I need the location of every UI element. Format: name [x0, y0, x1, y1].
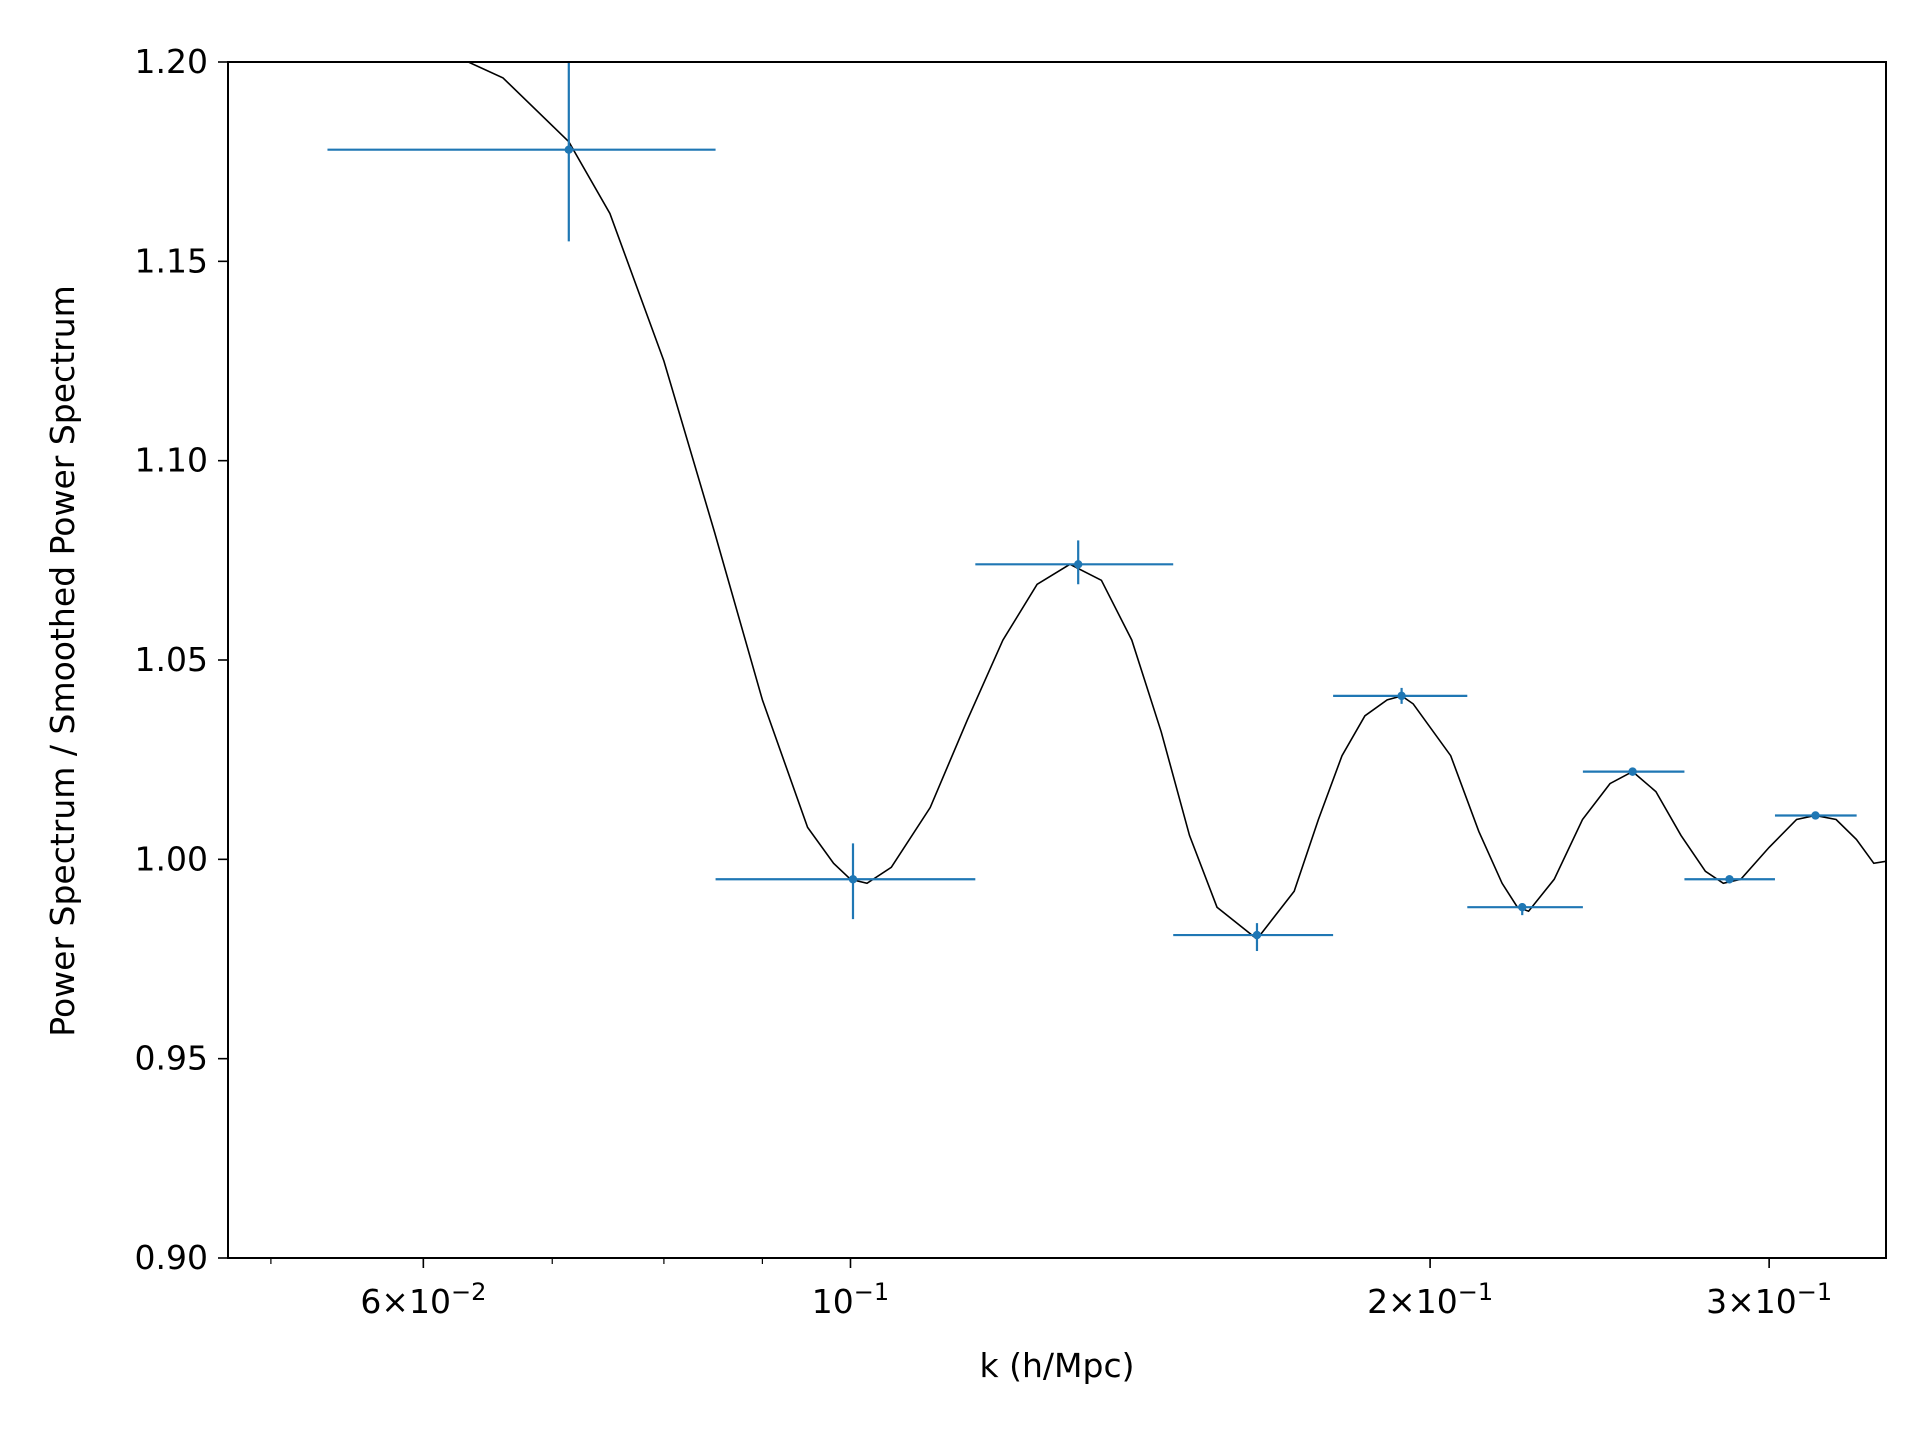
x-axis-label: k (h/Mpc): [980, 1346, 1135, 1385]
y-tick-label: 0.90: [135, 1238, 208, 1277]
model-curve: [466, 62, 1886, 941]
x-tick-label: 2×10−1: [1367, 1278, 1493, 1321]
data-marker: [1725, 875, 1734, 884]
y-tick-label: 1.15: [135, 241, 208, 280]
y-axis-label: Power Spectrum / Smoothed Power Spectrum: [43, 285, 82, 1037]
y-tick-label: 1.20: [135, 42, 208, 81]
data-marker: [1073, 560, 1083, 569]
data-marker: [1811, 811, 1820, 820]
data-marker: [1252, 930, 1262, 940]
data-point-1: [327, 62, 716, 242]
data-point-6: [1467, 902, 1583, 916]
x-tick-label: 6×10−2: [360, 1278, 486, 1321]
data-marker: [1628, 767, 1637, 776]
data-point-8: [1684, 875, 1775, 884]
y-tick-label: 0.95: [135, 1039, 208, 1078]
data-marker: [1518, 902, 1527, 912]
x-tick-label: 3×10−1: [1706, 1278, 1832, 1321]
y-tick-label: 1.00: [135, 839, 208, 878]
data-marker: [1397, 691, 1406, 701]
data-point-5: [1333, 687, 1468, 704]
plot-area: [327, 62, 1886, 952]
data-point-4: [1173, 923, 1334, 952]
data-point-7: [1582, 767, 1685, 776]
axes-layer: 0.90 0.95 1.00 1.05 1.10 1.15 1.20 6×10−2 10−1 2×…: [135, 42, 1887, 1321]
x-tick-label: 10−1: [812, 1278, 889, 1321]
data-point-2: [715, 843, 976, 920]
y-tick-label: 1.05: [135, 640, 208, 679]
y-tick-label: 1.10: [135, 441, 208, 480]
data-marker: [848, 875, 858, 884]
plot-layer: [327, 62, 1886, 952]
data-point-9: [1774, 811, 1857, 820]
plot-frame: [227, 61, 1887, 1259]
data-marker: [564, 145, 574, 154]
data-point-3: [975, 540, 1174, 585]
